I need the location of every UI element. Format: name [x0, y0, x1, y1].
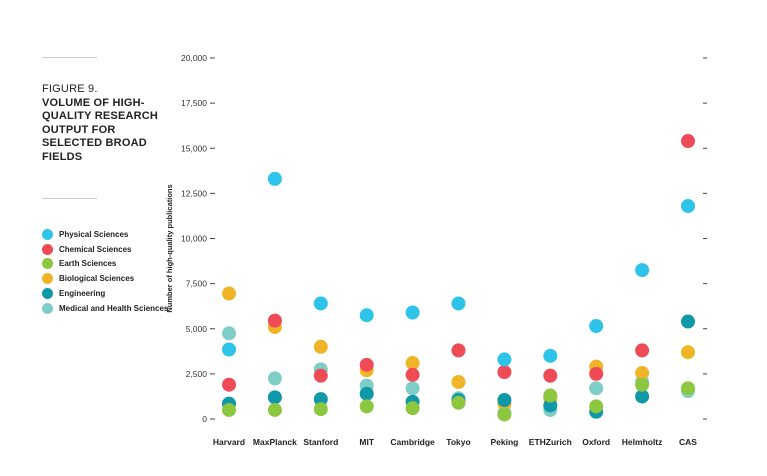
- data-point: [359, 399, 374, 414]
- figure-number: FIGURE 9.: [42, 83, 98, 95]
- data-point: [451, 374, 466, 389]
- y-tick-label: 5,000: [186, 324, 208, 334]
- data-point: [681, 381, 695, 396]
- data-point: [681, 134, 695, 149]
- legend-item: Medical and Health Sciences: [42, 301, 168, 316]
- y-tick-label: 15,000: [181, 143, 207, 153]
- figure-title-text: VOLUME OF HIGH-QUALITY RESEARCH OUTPUT F…: [42, 96, 159, 163]
- data-point: [313, 368, 328, 383]
- x-tick-label: MaxPlanck: [253, 437, 297, 447]
- data-point: [222, 326, 236, 341]
- x-tick-label: Cambridge: [390, 437, 435, 447]
- data-point: [635, 377, 650, 392]
- legend-item: Physical Sciences: [42, 227, 168, 242]
- legend: Physical Sciences Chemical Sciences Earth …: [42, 227, 168, 316]
- x-tick-label: ETHZurich: [529, 437, 572, 447]
- y-tick-label: 10,000: [181, 234, 207, 244]
- data-point: [222, 286, 236, 301]
- data-point: [267, 371, 282, 386]
- x-tick-label: Peking: [490, 437, 518, 447]
- data-point: [543, 388, 558, 403]
- legend-item: Engineering: [42, 286, 168, 301]
- data-point: [405, 367, 420, 382]
- legend-swatch: [42, 302, 53, 314]
- y-tick-label: 0: [202, 414, 207, 424]
- data-point: [635, 263, 650, 278]
- y-axis-label: Number of high-quality publications: [165, 184, 174, 312]
- x-tick-label: Helmholtz: [622, 437, 663, 447]
- data-point: [497, 365, 512, 380]
- legend-label: Engineering: [59, 289, 106, 299]
- data-point: [451, 395, 466, 410]
- y-tick-label: 20,000: [181, 53, 207, 63]
- data-point: [589, 381, 604, 396]
- data-point: [405, 381, 420, 396]
- legend-item: Chemical Sciences: [42, 242, 168, 257]
- data-point: [267, 402, 282, 417]
- data-point: [681, 314, 695, 329]
- y-tick-label: 2,500: [186, 369, 208, 379]
- legend-label: Medical and Health Sciences: [59, 303, 169, 313]
- y-tick-label: 17,500: [181, 98, 207, 108]
- data-point: [543, 368, 558, 383]
- data-point: [497, 352, 512, 367]
- data-point: [222, 377, 236, 392]
- data-point: [543, 348, 558, 363]
- data-point: [313, 402, 328, 417]
- x-tick-label: Stanford: [303, 437, 338, 447]
- y-tick-label: 12,500: [181, 188, 207, 198]
- data-point: [313, 296, 328, 311]
- data-point: [267, 171, 282, 186]
- data-point: [543, 398, 558, 413]
- x-tick-label: MIT: [359, 437, 374, 447]
- data-point: [267, 313, 282, 328]
- data-point: [405, 401, 420, 416]
- data-point: [497, 393, 512, 408]
- data-point: [635, 389, 650, 404]
- data-point: [589, 399, 604, 414]
- legend-label: Earth Sciences: [59, 259, 117, 269]
- data-point: [222, 402, 236, 417]
- data-point: [405, 305, 420, 320]
- data-point: [359, 357, 374, 372]
- legend-label: Chemical Sciences: [59, 244, 132, 254]
- legend-item: Biological Sciences: [42, 271, 168, 286]
- title-rule-bottom: [42, 198, 97, 199]
- data-point: [267, 390, 282, 405]
- legend-swatch: [42, 273, 53, 285]
- x-tick-label: CAS: [679, 437, 697, 447]
- data-point: [359, 386, 374, 401]
- x-tick-label: Tokyo: [446, 437, 470, 447]
- figure-title: FIGURE 9. VOLUME OF HIGH-QUALITY RESEARC…: [42, 83, 162, 164]
- data-point: [359, 308, 374, 323]
- legend-label: Physical Sciences: [59, 229, 129, 239]
- data-point: [222, 342, 236, 357]
- data-point: [681, 345, 695, 360]
- title-rule-top: [42, 57, 97, 58]
- data-point: [681, 199, 695, 214]
- legend-label: Biological Sciences: [59, 274, 135, 284]
- x-tick-label: Oxford: [582, 437, 610, 447]
- data-point: [451, 296, 466, 311]
- data-point: [313, 339, 328, 354]
- legend-swatch: [42, 228, 53, 240]
- data-point: [589, 319, 604, 334]
- data-point: [313, 392, 328, 407]
- legend-swatch: [42, 243, 53, 255]
- data-point: [635, 365, 650, 380]
- data-point: [451, 343, 466, 358]
- legend-swatch: [42, 288, 53, 300]
- legend-swatch: [42, 258, 53, 270]
- y-tick-label: 7,500: [186, 279, 208, 289]
- legend-item: Earth Sciences: [42, 257, 168, 272]
- data-point: [405, 356, 420, 371]
- data-point: [497, 407, 512, 422]
- x-tick-label: Harvard: [213, 437, 245, 447]
- data-point: [635, 343, 650, 358]
- data-point: [589, 366, 604, 381]
